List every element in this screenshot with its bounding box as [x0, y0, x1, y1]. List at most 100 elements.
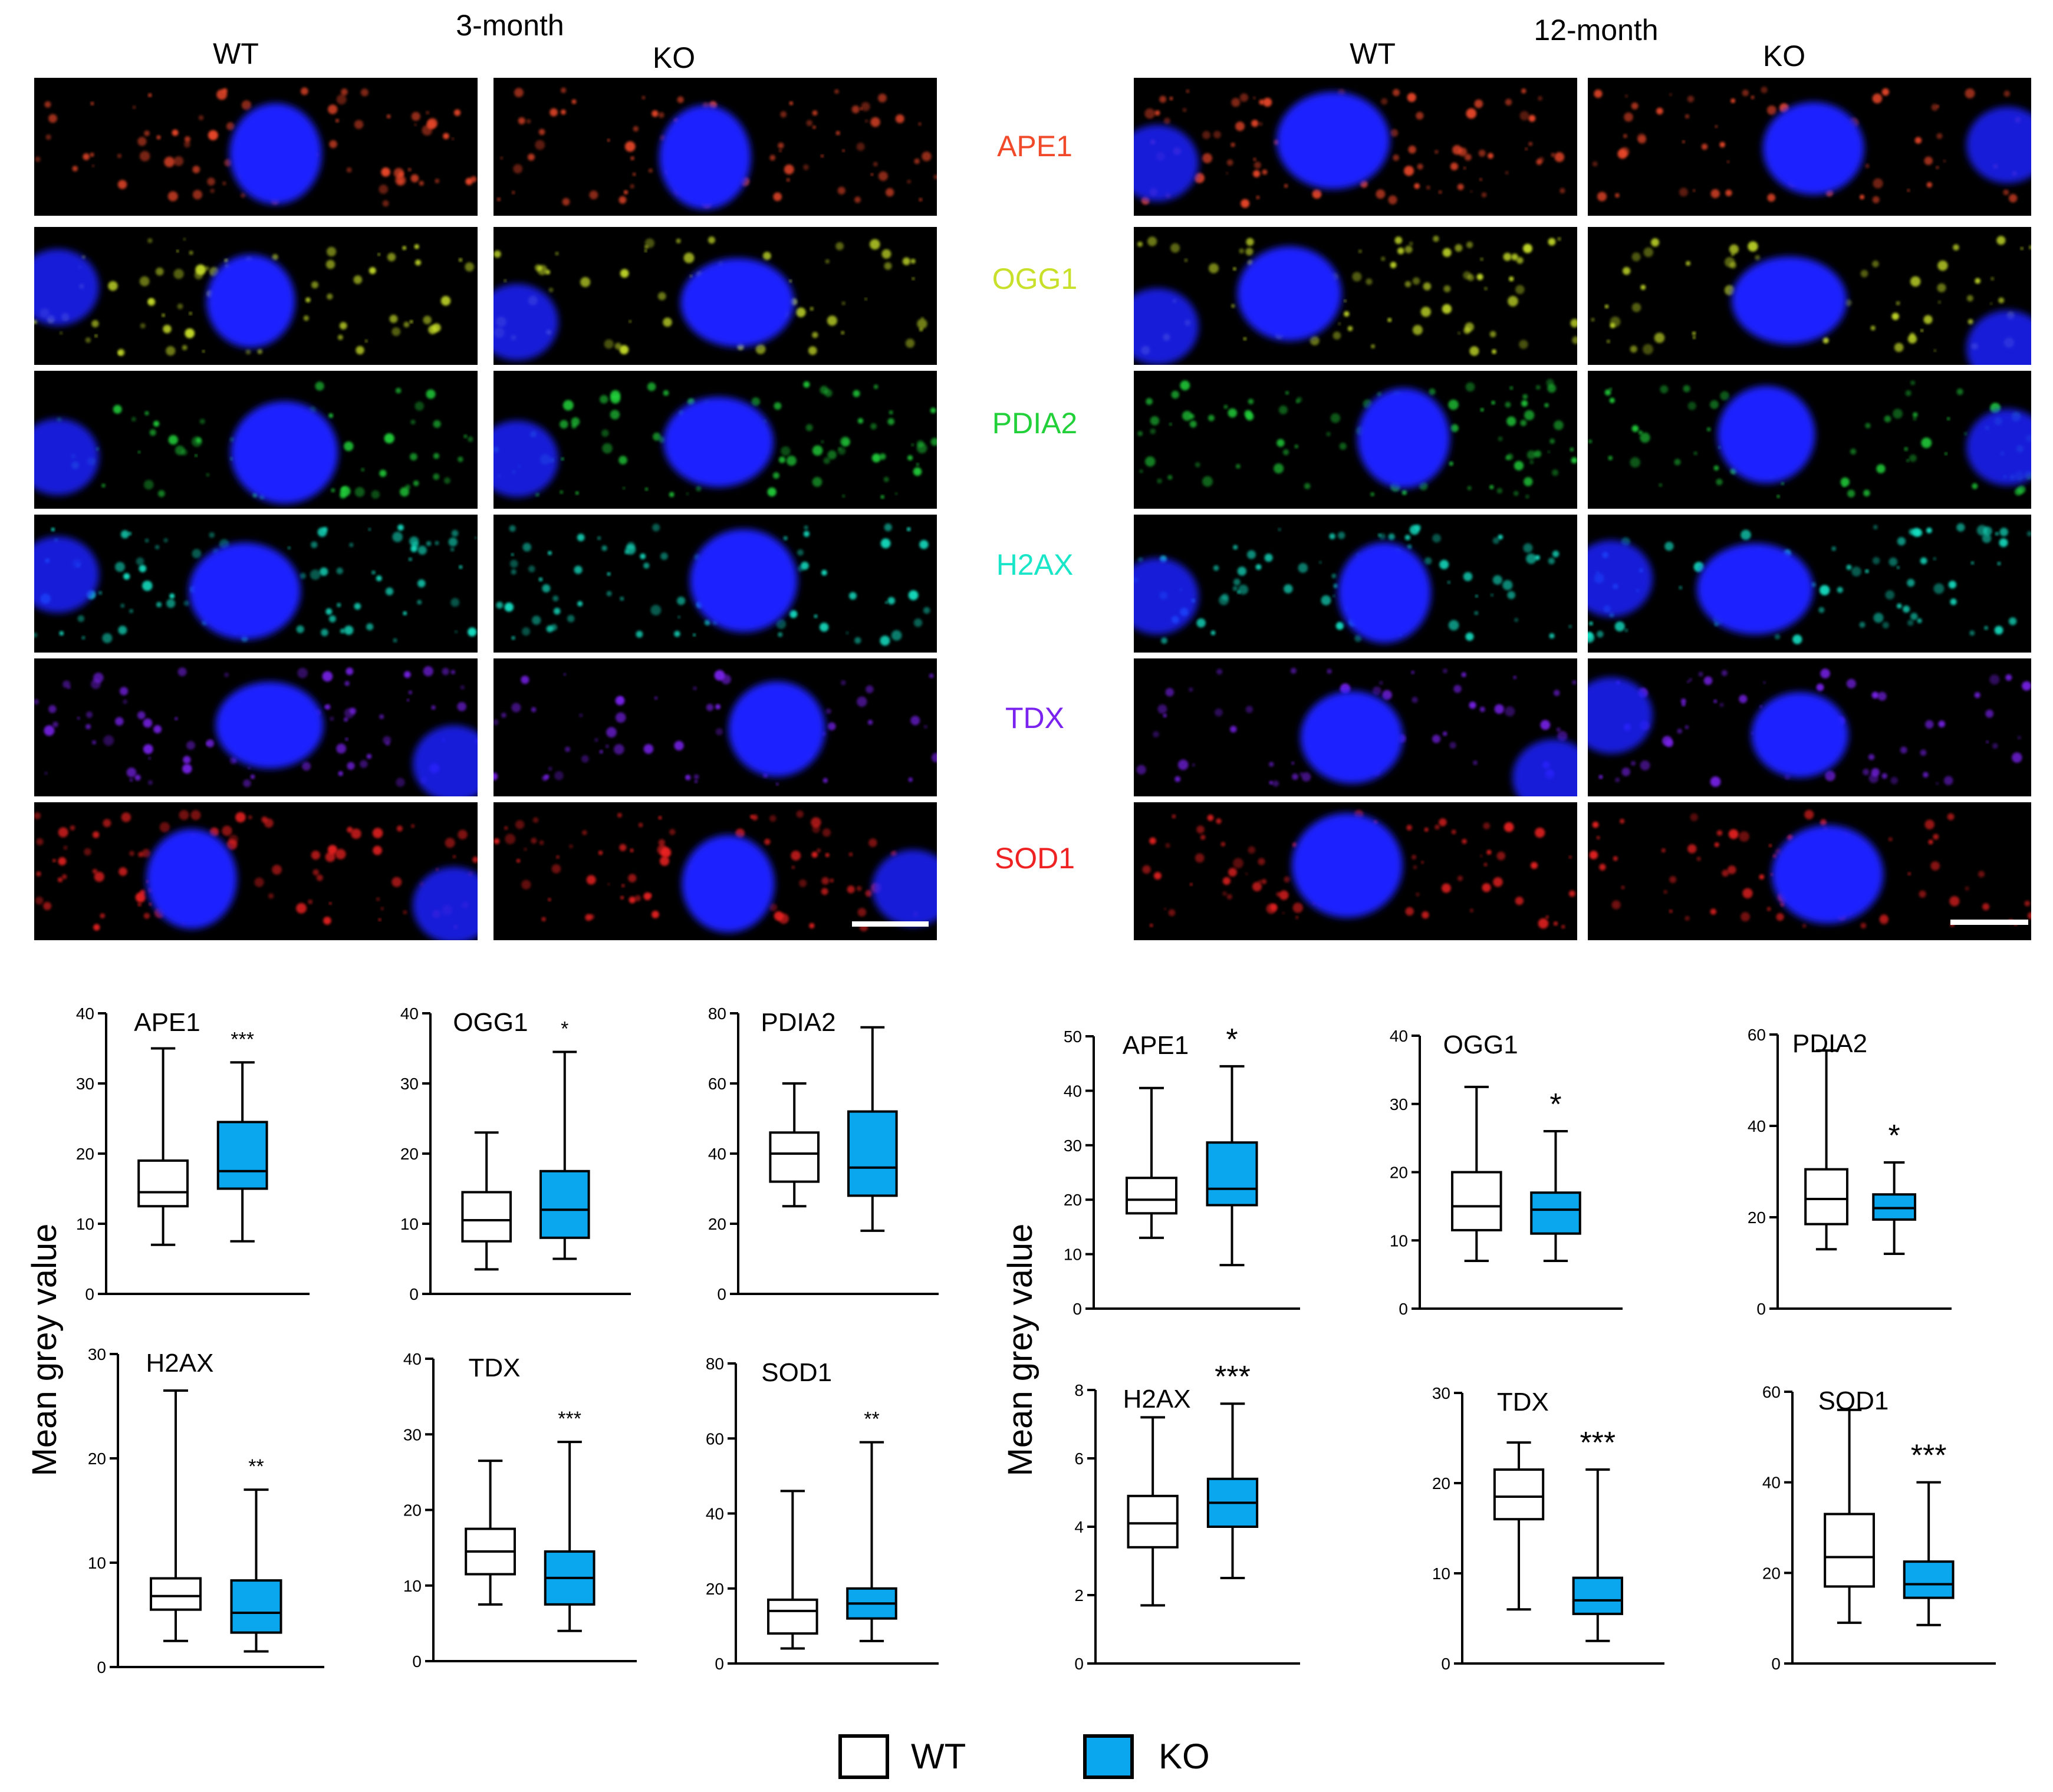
column-label-wt-12month: WT — [1350, 37, 1396, 70]
micrograph-sod1-ko-12month — [1588, 802, 2031, 940]
box-iqr — [1127, 1494, 1179, 1549]
micrograph-ogg1-ko-3month — [493, 227, 937, 365]
y-axis-label-3month: Mean grey value — [25, 1224, 64, 1477]
legend-swatch-wt — [838, 1734, 889, 1779]
box-iqr — [769, 1131, 820, 1183]
marker-label-tdx: TDX — [1005, 701, 1064, 734]
y-tick-label: 20 — [706, 1580, 724, 1598]
box-ko — [544, 1441, 595, 1632]
box-wt — [1804, 1049, 1848, 1251]
box-iqr — [1530, 1191, 1581, 1235]
micrograph-sod1-wt-12month — [1134, 802, 1577, 940]
micrograph-h2ax-wt-3month — [34, 515, 478, 653]
y-tick-label: 10 — [88, 1554, 106, 1572]
y-tick-label: 40 — [1064, 1082, 1082, 1100]
box-ko — [847, 1026, 898, 1232]
y-tick-label: 20 — [403, 1501, 422, 1520]
chart-title: OGG1 — [453, 1008, 528, 1037]
micrograph-pdia2-ko-3month — [493, 371, 937, 509]
column-label-ko-12month: KO — [1763, 39, 1805, 73]
y-tick-label: 40 — [1748, 1117, 1766, 1135]
box-ko — [846, 1441, 897, 1642]
chart-h2ax-12-month: 0 2 4 6 8 H2AX *** — [1074, 1360, 1300, 1673]
box-wt — [1493, 1441, 1545, 1611]
box-iqr — [767, 1598, 818, 1635]
box-wt — [1127, 1416, 1179, 1607]
y-tick-label: 20 — [76, 1145, 94, 1163]
y-tick-label: 10 — [1432, 1564, 1450, 1583]
legend: WT KO — [838, 1734, 1210, 1779]
y-tick-label: 20 — [1762, 1564, 1781, 1582]
box-ko — [1903, 1481, 1955, 1626]
significance-marker: *** — [231, 1028, 254, 1050]
box-iqr — [1824, 1513, 1875, 1588]
box-ko — [230, 1488, 282, 1653]
chart-tdx-3-month: 0 10 20 30 40 TDX *** — [403, 1350, 637, 1671]
scale-bar-12month — [1950, 920, 2028, 925]
chart-pdia2-12-month: 0 20 40 60 PDIA2 * — [1748, 1026, 1952, 1318]
period-label-12month: 12-month — [1534, 14, 1658, 47]
box-wt — [137, 1047, 189, 1246]
chart-title: APE1 — [1123, 1031, 1189, 1060]
box-iqr — [1206, 1141, 1258, 1207]
box-ko — [216, 1061, 268, 1243]
box-iqr — [1126, 1177, 1177, 1215]
y-tick-label: 0 — [412, 1652, 422, 1671]
y-tick-label: 0 — [715, 1655, 724, 1673]
micrograph-h2ax-ko-3month — [493, 515, 937, 653]
micrograph-ogg1-wt-3month — [34, 227, 478, 365]
chart-ape1-3-month: 0 10 20 30 40 APE1 *** — [76, 1004, 310, 1303]
y-tick-label: 0 — [409, 1285, 419, 1303]
micrograph-tdx-ko-12month — [1588, 658, 2031, 796]
micrograph-ogg1-wt-12month — [1134, 227, 1577, 365]
y-tick-label: 40 — [400, 1004, 419, 1023]
y-tick-label: 20 — [88, 1450, 106, 1468]
box-wt — [465, 1460, 516, 1606]
y-tick-label: 0 — [1771, 1655, 1781, 1673]
micrograph-pdia2-wt-12month — [1134, 371, 1577, 509]
y-tick-label: 0 — [1072, 1300, 1082, 1318]
box-ko — [1872, 1161, 1917, 1255]
y-tick-label: 0 — [1441, 1655, 1450, 1673]
y-tick-label: 30 — [403, 1425, 422, 1444]
significance-marker: ** — [248, 1455, 264, 1478]
y-tick-label: 30 — [1064, 1137, 1082, 1155]
chart-tdx-12-month: 0 10 20 30 TDX *** — [1432, 1384, 1664, 1673]
micrograph-ape1-wt-12month — [1134, 78, 1577, 216]
significance-marker: *** — [1580, 1426, 1616, 1460]
period-label-3month: 3-month — [456, 9, 564, 42]
micrograph-ape1-ko-3month — [493, 78, 937, 216]
y-tick-label: 40 — [403, 1350, 422, 1368]
y-tick-label: 0 — [717, 1285, 726, 1303]
micrograph-tdx-ko-3month — [493, 658, 937, 796]
y-tick-label: 2 — [1074, 1586, 1084, 1605]
y-tick-label: 4 — [1074, 1518, 1084, 1536]
y-tick-label: 8 — [1074, 1381, 1084, 1399]
y-tick-label: 20 — [1064, 1191, 1082, 1209]
box-wt — [1451, 1085, 1502, 1262]
chart-title: H2AX — [146, 1349, 214, 1378]
box-ko — [1572, 1468, 1623, 1642]
chart-ape1-12-month: 0 10 20 30 40 50 APE1 * — [1064, 1023, 1300, 1318]
significance-marker: * — [561, 1017, 568, 1040]
chart-title: SOD1 — [761, 1358, 832, 1387]
column-label-ko-3month: KO — [653, 41, 695, 74]
marker-label-h2ax: H2AX — [996, 548, 1074, 581]
y-tick-label: 10 — [1064, 1246, 1082, 1264]
y-tick-label: 60 — [706, 1429, 724, 1448]
y-tick-label: 10 — [400, 1215, 419, 1233]
box-iqr — [847, 1110, 898, 1197]
scale-bar-3month — [852, 921, 929, 927]
y-tick-label: 30 — [88, 1345, 106, 1363]
micrograph-tdx-wt-12month — [1134, 658, 1577, 796]
y-tick-label: 80 — [706, 1355, 724, 1373]
box-iqr — [137, 1159, 189, 1208]
box-wt — [769, 1082, 820, 1208]
chart-title: APE1 — [134, 1008, 200, 1037]
y-tick-label: 60 — [708, 1075, 726, 1093]
y-tick-label: 40 — [706, 1505, 724, 1523]
y-tick-label: 60 — [1748, 1026, 1766, 1044]
box-iqr — [230, 1579, 282, 1634]
